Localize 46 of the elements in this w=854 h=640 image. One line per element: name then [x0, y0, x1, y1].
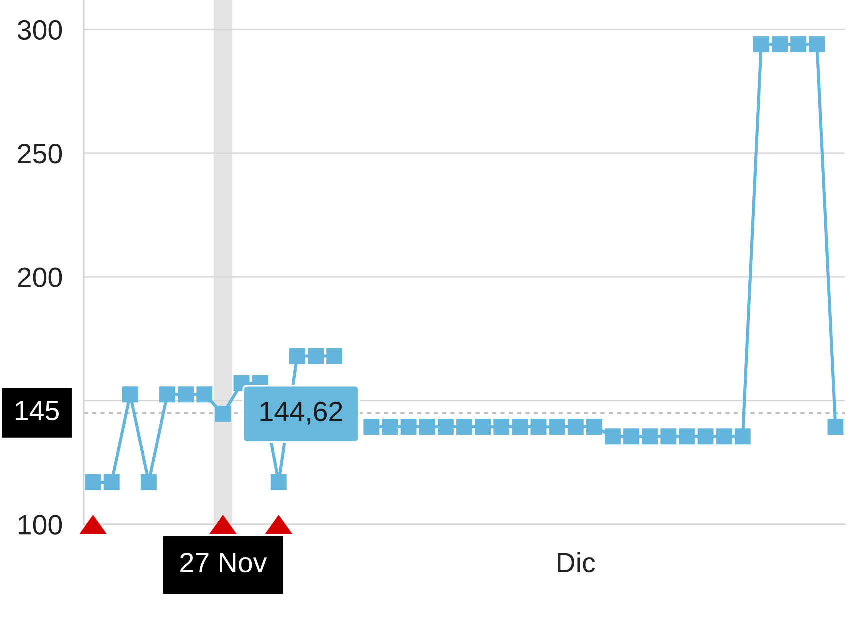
point: [772, 36, 788, 53]
point: [642, 428, 658, 445]
point: [122, 386, 138, 403]
point: [400, 419, 417, 436]
point: [734, 428, 751, 445]
point: [698, 428, 714, 445]
point: [549, 419, 566, 436]
point: [104, 474, 120, 490]
point: [160, 386, 176, 403]
point: [530, 419, 547, 436]
y-tick-label: 100: [18, 515, 62, 535]
ref-line-label: 145: [16, 401, 60, 421]
point: [215, 406, 232, 422]
x-tick-label: Dic: [558, 552, 596, 573]
point: [568, 419, 584, 436]
y-tick-label: 300: [18, 20, 62, 40]
point: [716, 428, 732, 445]
point: [475, 419, 492, 436]
x-tick-label: 27 Nov: [180, 553, 268, 573]
point: [753, 36, 770, 53]
point: [624, 428, 640, 445]
y-tick-label: 250: [18, 144, 62, 164]
point: [382, 419, 398, 436]
point: [679, 428, 696, 445]
point: [660, 428, 677, 445]
point: [85, 474, 102, 490]
point: [419, 419, 436, 436]
point: [790, 36, 807, 53]
point: [178, 386, 194, 403]
data-label: 144,62: [260, 402, 342, 425]
point: [494, 419, 510, 436]
point: [270, 474, 287, 490]
point: [326, 348, 343, 364]
point: [586, 419, 602, 436]
point: [438, 419, 454, 436]
point: [456, 419, 472, 436]
point: [140, 474, 157, 490]
point: [196, 386, 213, 403]
point: [289, 348, 306, 364]
point: [364, 419, 380, 436]
y-tick-label: 200: [18, 268, 62, 288]
point: [512, 419, 528, 436]
point: [308, 348, 324, 364]
point: [605, 428, 621, 445]
point: [828, 419, 844, 436]
point: [809, 36, 826, 53]
